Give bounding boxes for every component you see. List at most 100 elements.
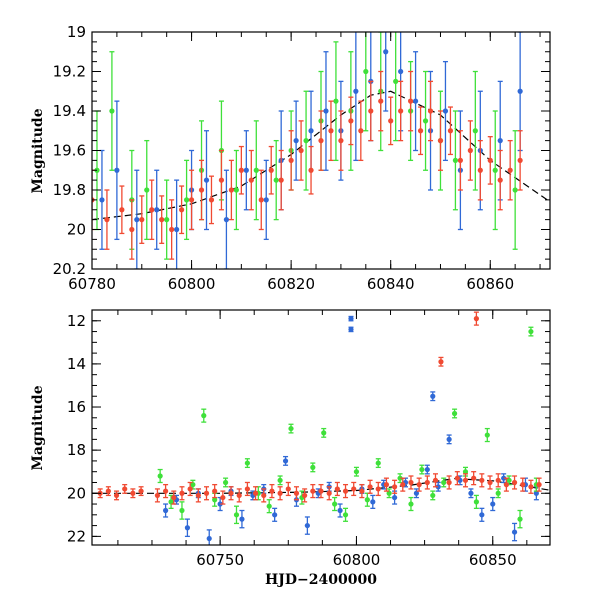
top-y-axis-title: Magnitude: [30, 108, 46, 193]
bottom-data-point: [487, 479, 493, 486]
top-x-tick-label: 60800: [168, 275, 216, 293]
top-data-point: [179, 207, 185, 213]
top-data-point: [487, 157, 493, 163]
bottom-data-point: [171, 494, 177, 501]
bottom-data-point: [212, 488, 218, 494]
top-data-point: [203, 177, 210, 183]
bottom-data-point: [261, 492, 267, 499]
top-data-point: [507, 167, 513, 173]
bottom-data-point: [528, 484, 534, 490]
top-data-point: [383, 49, 389, 55]
bottom-data-point: [293, 490, 300, 496]
bottom-data-point: [163, 488, 169, 494]
top-data-point: [99, 197, 105, 203]
bottom-data-point: [244, 460, 250, 466]
bottom-data-point: [446, 436, 452, 442]
top-data-point: [348, 118, 354, 124]
bottom-panel: 60750 60800 60850 12 14 16 18 20 22 Magnitude HJ…: [30, 309, 551, 588]
top-data-point: [408, 98, 414, 104]
top-data-point: [144, 187, 150, 193]
top-data-point: [258, 197, 264, 203]
top-data-point: [109, 108, 115, 114]
bottom-x-tick-label: 60850: [469, 551, 517, 569]
bottom-data-point: [236, 492, 242, 499]
top-data-point: [328, 128, 334, 134]
bottom-data-point: [342, 512, 349, 518]
top-data-point: [303, 138, 309, 144]
bottom-data-point: [430, 393, 436, 399]
bottom-data-point: [190, 482, 196, 488]
top-data-point: [497, 177, 503, 183]
top-data-point: [218, 177, 225, 183]
top-data-point: [398, 108, 404, 114]
bottom-data-point: [244, 486, 250, 492]
top-y-tick-label: 19.4: [53, 102, 86, 120]
top-data-point: [422, 118, 429, 124]
bottom-data-point: [332, 501, 338, 507]
bottom-data-point: [367, 484, 373, 490]
bottom-data-point: [503, 482, 509, 488]
bottom-data-point: [277, 490, 283, 496]
bottom-data-point: [217, 501, 223, 507]
top-data-point: [363, 68, 369, 75]
top-data-point: [368, 108, 374, 114]
top-data-point: [253, 167, 259, 173]
top-data-point: [183, 197, 190, 203]
bottom-y-axis-title: Magnitude: [30, 385, 46, 470]
top-data-point: [457, 157, 463, 163]
top-x-tick-label: 60840: [367, 275, 415, 293]
top-data-point: [378, 98, 384, 104]
bottom-data-point: [168, 499, 174, 505]
top-data-point: [238, 167, 244, 173]
bottom-data-point: [179, 507, 185, 514]
bottom-data-point: [397, 475, 403, 481]
bottom-data-point: [473, 316, 479, 322]
bottom-data-point: [203, 490, 210, 496]
bottom-y-tick-label: 18: [67, 441, 86, 459]
top-x-tick-label: 60820: [267, 275, 315, 293]
top-data-point: [497, 138, 503, 144]
bottom-data-point: [206, 535, 212, 542]
bottom-data-point: [321, 430, 327, 436]
bottom-data-point: [479, 477, 485, 483]
top-data-point: [268, 167, 274, 173]
top-y-tick-label: 19: [67, 23, 86, 41]
top-data-point: [198, 187, 205, 193]
bottom-data-point: [430, 492, 436, 499]
top-data-point: [233, 187, 239, 193]
bottom-data-point: [533, 490, 539, 496]
top-y-tick-label: 19.2: [53, 63, 86, 81]
bottom-data-point: [179, 490, 185, 496]
bottom-data-point: [375, 486, 381, 492]
top-data-point: [492, 167, 498, 173]
bottom-data-point: [348, 326, 354, 333]
top-data-point: [517, 88, 523, 94]
bottom-data-point: [438, 359, 444, 365]
bottom-y-tick-label: 12: [67, 312, 86, 330]
top-data-point: [412, 98, 419, 104]
bottom-data-point: [302, 492, 308, 499]
bottom-data-point: [130, 490, 136, 496]
bottom-data-point: [375, 460, 381, 466]
bottom-data-point: [495, 490, 501, 496]
bottom-data-point: [392, 494, 398, 501]
top-data-point: [149, 207, 155, 213]
bottom-data-point: [359, 488, 365, 494]
top-data-point: [208, 197, 215, 203]
bottom-data-point: [113, 492, 120, 499]
top-data-point: [353, 88, 359, 94]
bottom-data-point: [163, 507, 169, 514]
top-y-tick-label: 20: [67, 221, 86, 239]
bottom-data-point: [201, 413, 207, 419]
top-y-tick-label: 19.6: [53, 142, 86, 160]
bottom-data-point: [348, 316, 354, 322]
bottom-data-point: [383, 482, 390, 488]
top-data-point: [104, 217, 110, 223]
bottom-data-point: [462, 477, 469, 483]
bottom-data-point: [272, 512, 278, 518]
bottom-data-point: [490, 501, 496, 507]
bottom-data-point: [310, 488, 316, 494]
top-data-point: [427, 108, 434, 114]
top-data-point: [298, 147, 304, 154]
